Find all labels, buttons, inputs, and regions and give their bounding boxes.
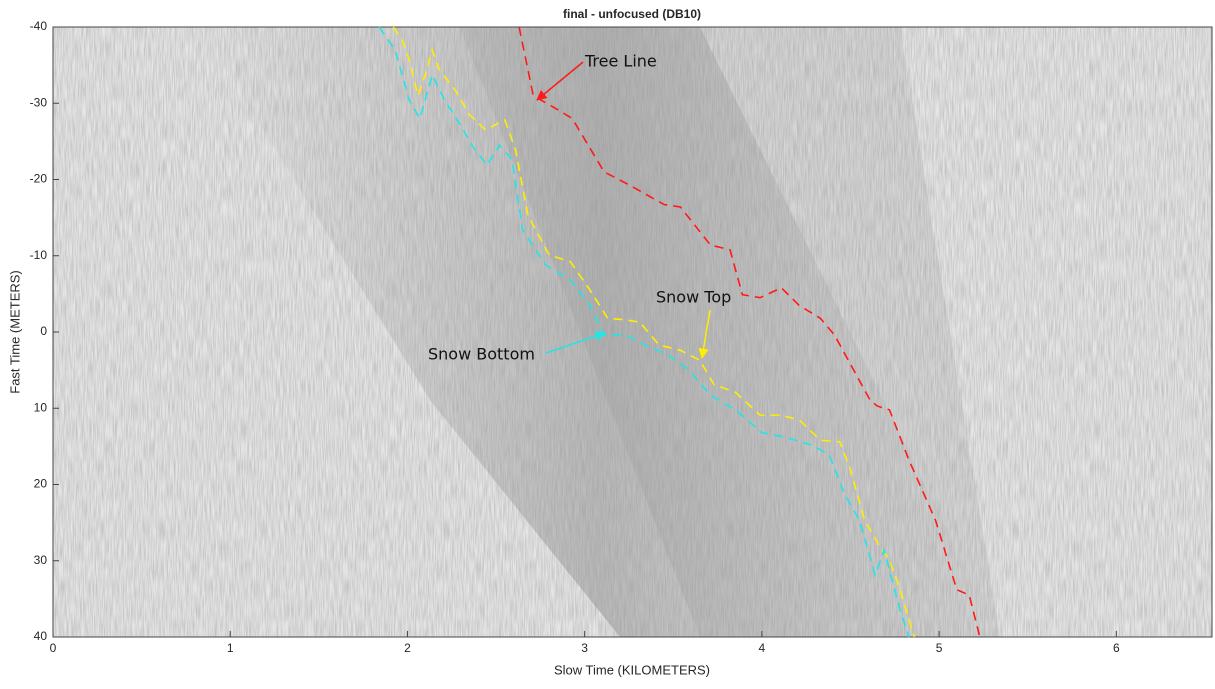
plot-area	[378, 26, 981, 638]
x-tick-label: 3	[581, 641, 588, 655]
y-tick-label: 0	[40, 324, 47, 338]
x-tick-label: 2	[404, 641, 411, 655]
x-tick-label: 6	[1113, 641, 1120, 655]
annotation: Snow Top	[656, 288, 731, 307]
x-tick-label: 4	[759, 641, 766, 655]
x-tick-label: 5	[936, 641, 943, 655]
y-axis-label: Fast Time (METERS)	[7, 270, 22, 394]
annotation-arrow	[698, 309, 711, 360]
y-tick-label: -10	[30, 248, 48, 262]
y-tick-label: 30	[34, 553, 48, 567]
x-tick-label: 1	[227, 641, 234, 655]
series-line	[518, 26, 981, 638]
series-line	[392, 26, 916, 638]
annotation-arrow	[536, 61, 584, 101]
y-tick-label: -20	[30, 172, 48, 186]
chart-title: final - unfocused (DB10)	[563, 7, 701, 21]
y-tick-label: -30	[30, 95, 48, 109]
radargram-background	[53, 27, 1212, 637]
x-tick-label: 0	[50, 641, 57, 655]
series-line	[378, 26, 910, 638]
y-tick-label: 40	[34, 629, 48, 643]
y-tick-label: -40	[30, 19, 48, 33]
y-tick-label: 10	[34, 400, 48, 414]
x-axis-label: Slow Time (KILOMETERS)	[554, 662, 710, 677]
annotation: Snow Bottom	[428, 345, 535, 364]
annotation-arrow	[545, 331, 606, 354]
y-tick-label: 20	[34, 477, 48, 491]
annotation: Tree Line	[584, 52, 657, 71]
